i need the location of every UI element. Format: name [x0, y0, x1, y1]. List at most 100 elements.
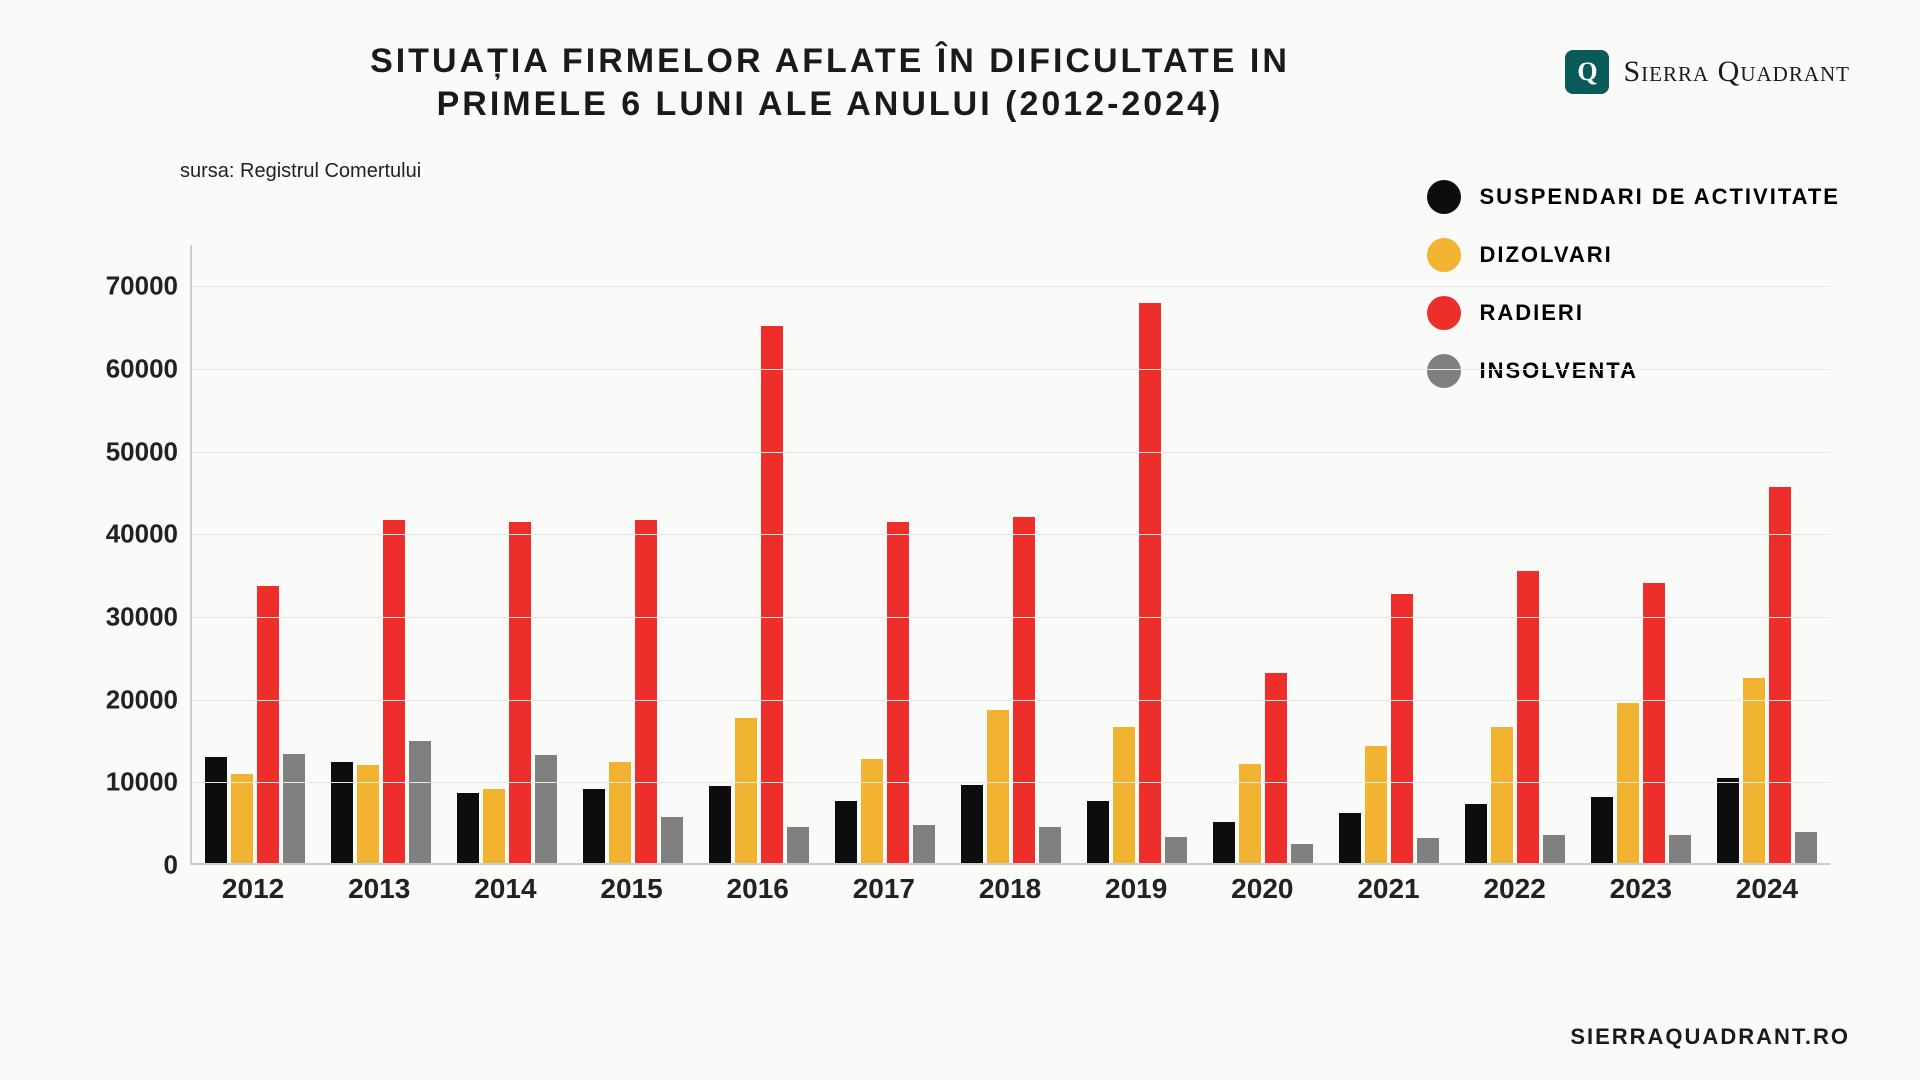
y-tick: 60000	[106, 354, 178, 385]
brand-logo-text: Sierra Quadrant	[1623, 55, 1850, 89]
bar-insolventa	[409, 741, 431, 863]
grid-line	[192, 617, 1830, 618]
bar-radieri	[257, 586, 279, 863]
bar-dizolvari	[1743, 678, 1765, 863]
bar-suspendari	[457, 793, 479, 863]
bar-group	[1578, 245, 1704, 863]
bar-suspendari	[1465, 804, 1487, 863]
bar-group	[948, 245, 1074, 863]
y-tick: 0	[164, 850, 178, 881]
bar-insolventa	[535, 755, 557, 863]
bar-suspendari	[1339, 813, 1361, 863]
bar-radieri	[1643, 583, 1665, 863]
bar-insolventa	[787, 827, 809, 863]
y-tick: 40000	[106, 519, 178, 550]
bar-suspendari	[331, 762, 353, 863]
bar-radieri	[887, 522, 909, 863]
x-label: 2016	[695, 873, 821, 905]
x-label: 2022	[1452, 873, 1578, 905]
bar-suspendari	[1213, 822, 1235, 863]
grid-line	[192, 534, 1830, 535]
x-label: 2017	[821, 873, 947, 905]
bar-group	[1452, 245, 1578, 863]
bar-group	[318, 245, 444, 863]
bar-radieri	[1517, 571, 1539, 863]
bar-insolventa	[913, 825, 935, 863]
x-label: 2015	[568, 873, 694, 905]
bar-insolventa	[1795, 832, 1817, 863]
grid-line	[192, 286, 1830, 287]
bar-radieri	[635, 520, 657, 863]
bar-radieri	[1139, 303, 1161, 863]
bar-suspendari	[835, 801, 857, 863]
bar-group	[1200, 245, 1326, 863]
chart-title-line1: SITUAȚIA FIRMELOR AFLATE ÎN DIFICULTATE …	[200, 40, 1460, 83]
plot-area	[190, 245, 1830, 865]
chart-title-line2: PRIMELE 6 LUNI ALE ANULUI (2012-2024)	[200, 83, 1460, 126]
bar-insolventa	[661, 817, 683, 863]
bar-dizolvari	[357, 765, 379, 863]
legend-item-suspendari: SUSPENDARI DE ACTIVITATE	[1427, 180, 1840, 214]
chart: 010000200003000040000500006000070000 201…	[90, 245, 1830, 925]
bar-suspendari	[583, 789, 605, 863]
x-label: 2021	[1325, 873, 1451, 905]
bar-dizolvari	[1365, 746, 1387, 863]
bar-insolventa	[1165, 837, 1187, 863]
bar-group	[822, 245, 948, 863]
bar-dizolvari	[231, 774, 253, 863]
grid-line	[192, 782, 1830, 783]
grid-line	[192, 700, 1830, 701]
bar-suspendari	[709, 786, 731, 863]
bar-radieri	[1391, 594, 1413, 863]
footer-url: SIERRAQUADRANT.RO	[1570, 1024, 1850, 1050]
y-tick: 20000	[106, 684, 178, 715]
bar-radieri	[509, 522, 531, 863]
grid-line	[192, 369, 1830, 370]
x-label: 2024	[1704, 873, 1830, 905]
bar-suspendari	[1087, 801, 1109, 863]
bar-insolventa	[1417, 838, 1439, 863]
bar-dizolvari	[1239, 764, 1261, 863]
bar-group	[570, 245, 696, 863]
bar-dizolvari	[609, 762, 631, 863]
bar-group	[1704, 245, 1830, 863]
bar-group	[444, 245, 570, 863]
chart-title-block: SITUAȚIA FIRMELOR AFLATE ÎN DIFICULTATE …	[200, 40, 1460, 125]
bar-suspendari	[205, 757, 227, 863]
y-axis: 010000200003000040000500006000070000	[90, 245, 190, 865]
bar-radieri	[383, 520, 405, 863]
y-tick: 10000	[106, 767, 178, 798]
bar-group	[1326, 245, 1452, 863]
bar-group	[1074, 245, 1200, 863]
x-label: 2020	[1199, 873, 1325, 905]
x-label: 2012	[190, 873, 316, 905]
bar-dizolvari	[1113, 727, 1135, 863]
bar-insolventa	[283, 754, 305, 863]
x-label: 2014	[442, 873, 568, 905]
bar-suspendari	[1591, 797, 1613, 863]
bar-radieri	[1769, 487, 1791, 863]
bar-insolventa	[1039, 827, 1061, 863]
x-label: 2019	[1073, 873, 1199, 905]
legend-swatch-suspendari	[1427, 180, 1461, 214]
bar-insolventa	[1543, 835, 1565, 863]
source-text: sursa: Registrul Comertului	[180, 160, 421, 183]
bar-insolventa	[1669, 835, 1691, 863]
bar-suspendari	[1717, 778, 1739, 863]
bar-groups	[192, 245, 1830, 863]
bar-dizolvari	[861, 759, 883, 863]
bar-dizolvari	[735, 718, 757, 863]
bar-dizolvari	[1491, 727, 1513, 863]
bar-group	[192, 245, 318, 863]
x-label: 2018	[947, 873, 1073, 905]
bar-dizolvari	[987, 710, 1009, 863]
y-tick: 50000	[106, 436, 178, 467]
legend-label-suspendari: SUSPENDARI DE ACTIVITATE	[1479, 184, 1840, 210]
brand-logo-mark: Q	[1565, 50, 1609, 94]
x-label: 2023	[1578, 873, 1704, 905]
x-axis-labels: 2012201320142015201620172018201920202021…	[190, 873, 1830, 905]
bar-suspendari	[961, 785, 983, 863]
bar-dizolvari	[483, 789, 505, 863]
bar-radieri	[1265, 673, 1287, 863]
bar-insolventa	[1291, 844, 1313, 863]
